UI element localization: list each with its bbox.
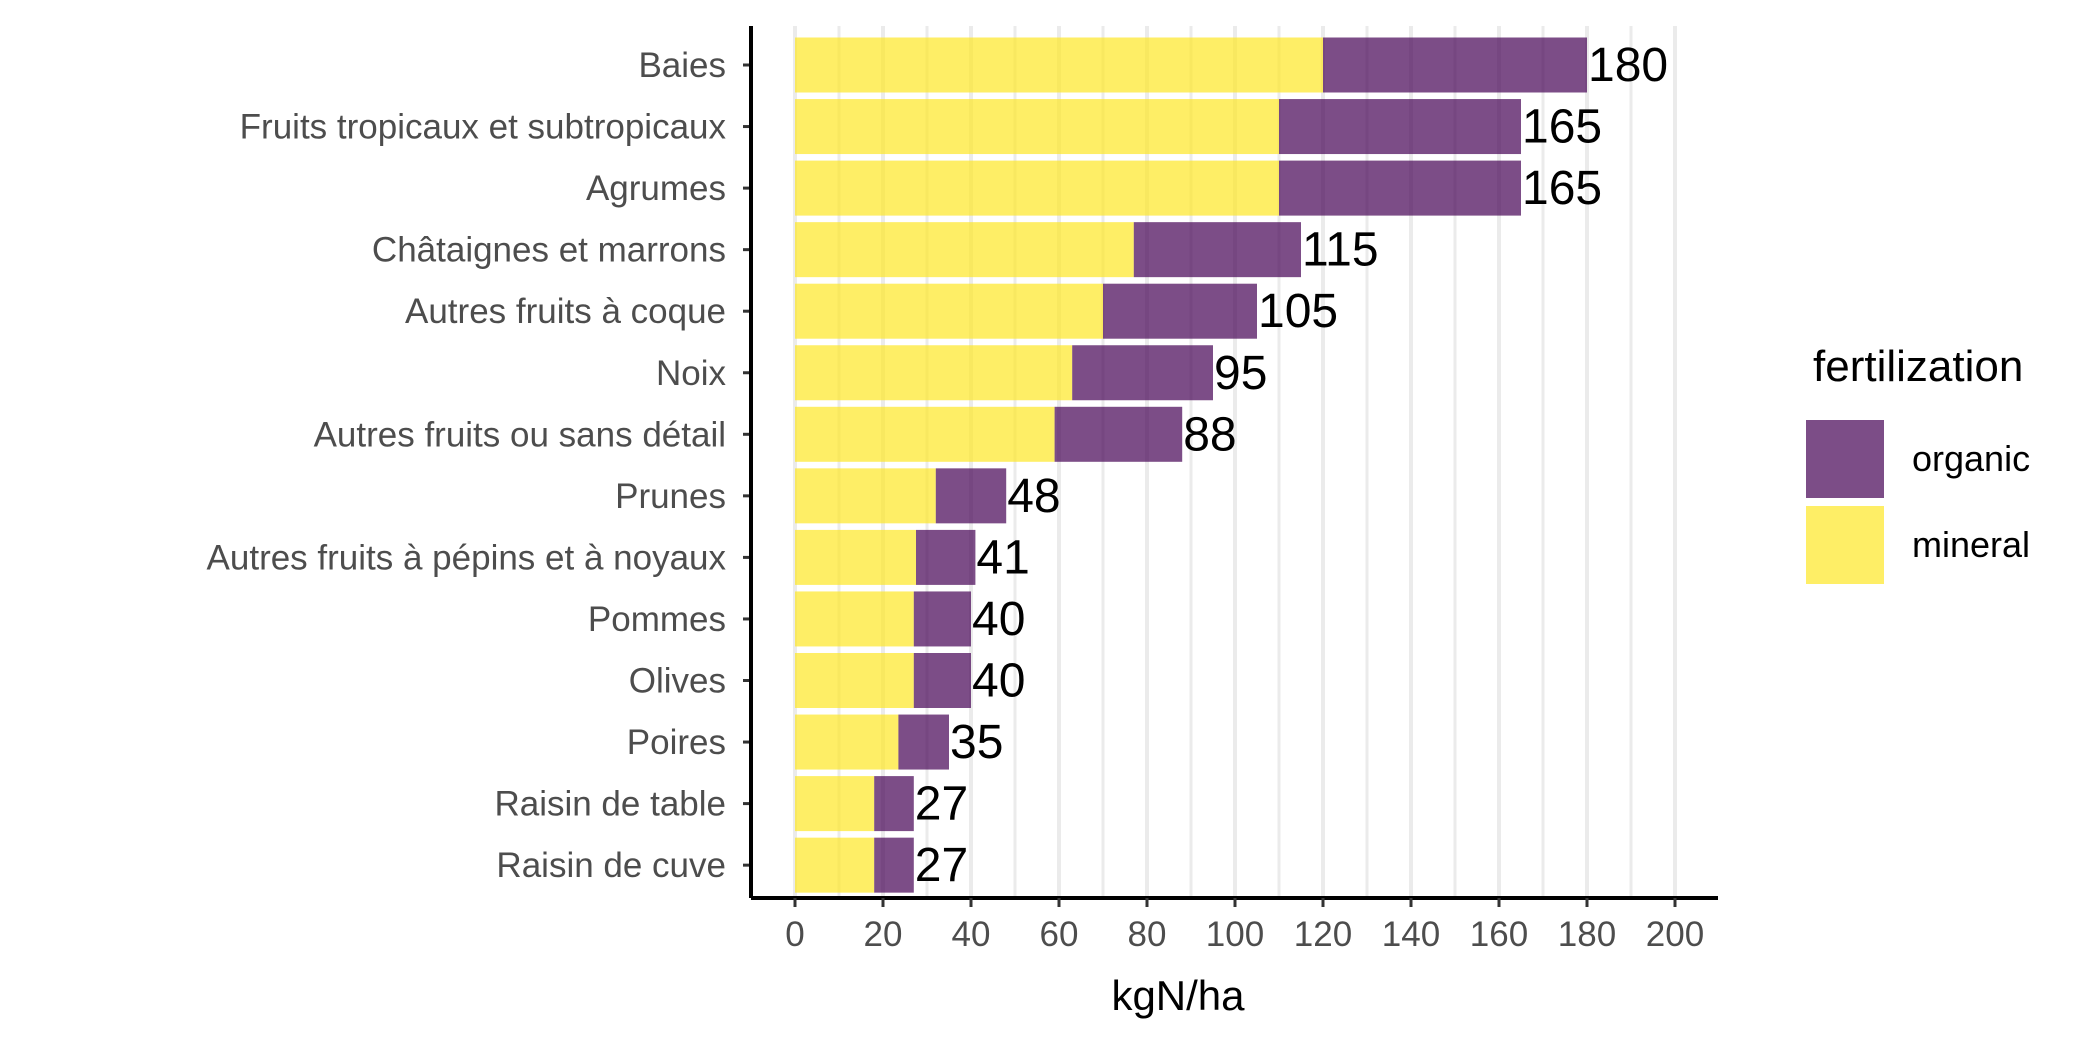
- bar-organic-autres-fruits-a-coque: [1103, 283, 1257, 339]
- bar-organic-raisin-de-table: [874, 776, 914, 832]
- bar-mineral-prunes: [795, 468, 936, 524]
- x-tick-label-120: 120: [1294, 915, 1352, 954]
- value-label-autres-fruits-ou-sans-detail: 88: [1183, 408, 1236, 461]
- y-tick-label-poires: Poires: [627, 723, 726, 762]
- y-tick-label-agrumes: Agrumes: [586, 169, 726, 208]
- value-label-noix: 95: [1214, 347, 1267, 400]
- y-tick-label-pommes: Pommes: [588, 600, 726, 639]
- value-label-chataignes-et-marrons: 115: [1302, 224, 1379, 277]
- bar-mineral-autres-fruits-a-pepins-et-a-noyaux: [795, 529, 916, 585]
- x-tick-label-160: 160: [1470, 915, 1528, 954]
- x-axis-title: kgN/ha: [1111, 972, 1245, 1019]
- bar-organic-prunes: [935, 468, 1007, 524]
- legend: fertilization organic mineral: [1806, 342, 2030, 584]
- y-tick-label-autres-fruits-a-coque: Autres fruits à coque: [405, 292, 726, 331]
- bar-organic-fruits-tropicaux-et-subtropicaux: [1279, 99, 1521, 155]
- value-labels: 180 165 165 115 105 95 88 48 41 40 40 35 27 27: [915, 39, 1668, 892]
- bar-mineral-pommes: [795, 591, 914, 647]
- bar-organic-noix: [1072, 345, 1213, 401]
- x-tick-label-80: 80: [1128, 915, 1167, 954]
- bar-mineral-chataignes-et-marrons: [795, 222, 1134, 278]
- value-label-autres-fruits-a-pepins-et-a-noyaux: 41: [976, 531, 1029, 584]
- x-tick-label-180: 180: [1558, 915, 1616, 954]
- bar-mineral-autres-fruits-ou-sans-detail: [795, 406, 1055, 462]
- bar-mineral-noix: [795, 345, 1073, 401]
- y-tick-label-chataignes-et-marrons: Châtaignes et marrons: [372, 231, 726, 270]
- bar-organic-pommes: [913, 591, 971, 647]
- bar-mineral-agrumes: [795, 160, 1279, 216]
- bar-organic-autres-fruits-ou-sans-detail: [1054, 406, 1183, 462]
- legend-swatch-organic: [1806, 420, 1884, 498]
- y-tick-label-autres-fruits-ou-sans-detail: Autres fruits ou sans détail: [314, 415, 726, 454]
- bar-mineral-poires: [795, 714, 899, 770]
- bar-organic-poires: [898, 714, 949, 770]
- x-tick-label-0: 0: [785, 915, 804, 954]
- value-label-poires: 35: [950, 716, 1003, 769]
- y-tick-label-baies: Baies: [638, 46, 726, 85]
- y-tick-label-olives: Olives: [629, 662, 726, 701]
- y-tick-label-prunes: Prunes: [615, 477, 726, 516]
- x-tick-label-20: 20: [864, 915, 903, 954]
- x-tick-label-40: 40: [952, 915, 991, 954]
- legend-title: fertilization: [1813, 342, 2023, 391]
- bar-mineral-raisin-de-cuve: [795, 837, 875, 893]
- y-tick-label-noix: Noix: [656, 354, 727, 393]
- value-label-raisin-de-cuve: 27: [915, 839, 968, 892]
- bar-mineral-autres-fruits-a-coque: [795, 283, 1103, 339]
- legend-label-mineral: mineral: [1912, 524, 2030, 565]
- legend-label-organic: organic: [1912, 438, 2030, 479]
- y-tick-label-autres-fruits-a-pepins-et-a-noyaux: Autres fruits à pépins et à noyaux: [207, 538, 727, 577]
- value-label-fruits-tropicaux-et-subtropicaux: 165: [1522, 101, 1602, 154]
- y-tick-label-fruits-tropicaux-et-subtropicaux: Fruits tropicaux et subtropicaux: [240, 108, 727, 147]
- bar-organic-baies: [1323, 37, 1587, 93]
- value-label-prunes: 48: [1007, 470, 1060, 523]
- y-tick-label-raisin-de-table: Raisin de table: [494, 785, 726, 824]
- value-label-autres-fruits-a-coque: 105: [1258, 285, 1338, 338]
- x-tick-label-200: 200: [1646, 915, 1704, 954]
- legend-swatch-mineral: [1806, 506, 1884, 584]
- bars: [795, 37, 1587, 893]
- x-tick-label-140: 140: [1382, 915, 1440, 954]
- bar-organic-chataignes-et-marrons: [1133, 222, 1301, 278]
- bar-organic-autres-fruits-a-pepins-et-a-noyaux: [916, 529, 976, 585]
- axes: Baies Fruits tropicaux et subtropicaux Agr…: [207, 26, 1718, 954]
- bar-mineral-raisin-de-table: [795, 776, 875, 832]
- x-tick-label-60: 60: [1040, 915, 1079, 954]
- bar-organic-agrumes: [1279, 160, 1521, 216]
- bar-mineral-olives: [795, 653, 914, 708]
- y-tick-label-raisin-de-cuve: Raisin de cuve: [496, 846, 726, 885]
- bar-mineral-fruits-tropicaux-et-subtropicaux: [795, 99, 1279, 155]
- value-label-olives: 40: [972, 655, 1025, 708]
- x-tick-label-100: 100: [1206, 915, 1264, 954]
- value-label-pommes: 40: [972, 593, 1025, 646]
- bar-mineral-baies: [795, 37, 1323, 93]
- value-label-agrumes: 165: [1522, 162, 1602, 215]
- value-label-raisin-de-table: 27: [915, 778, 968, 831]
- legend-items: organic mineral: [1806, 420, 2030, 584]
- bar-organic-raisin-de-cuve: [874, 837, 914, 893]
- value-label-baies: 180: [1588, 39, 1668, 92]
- bar-organic-olives: [913, 653, 971, 708]
